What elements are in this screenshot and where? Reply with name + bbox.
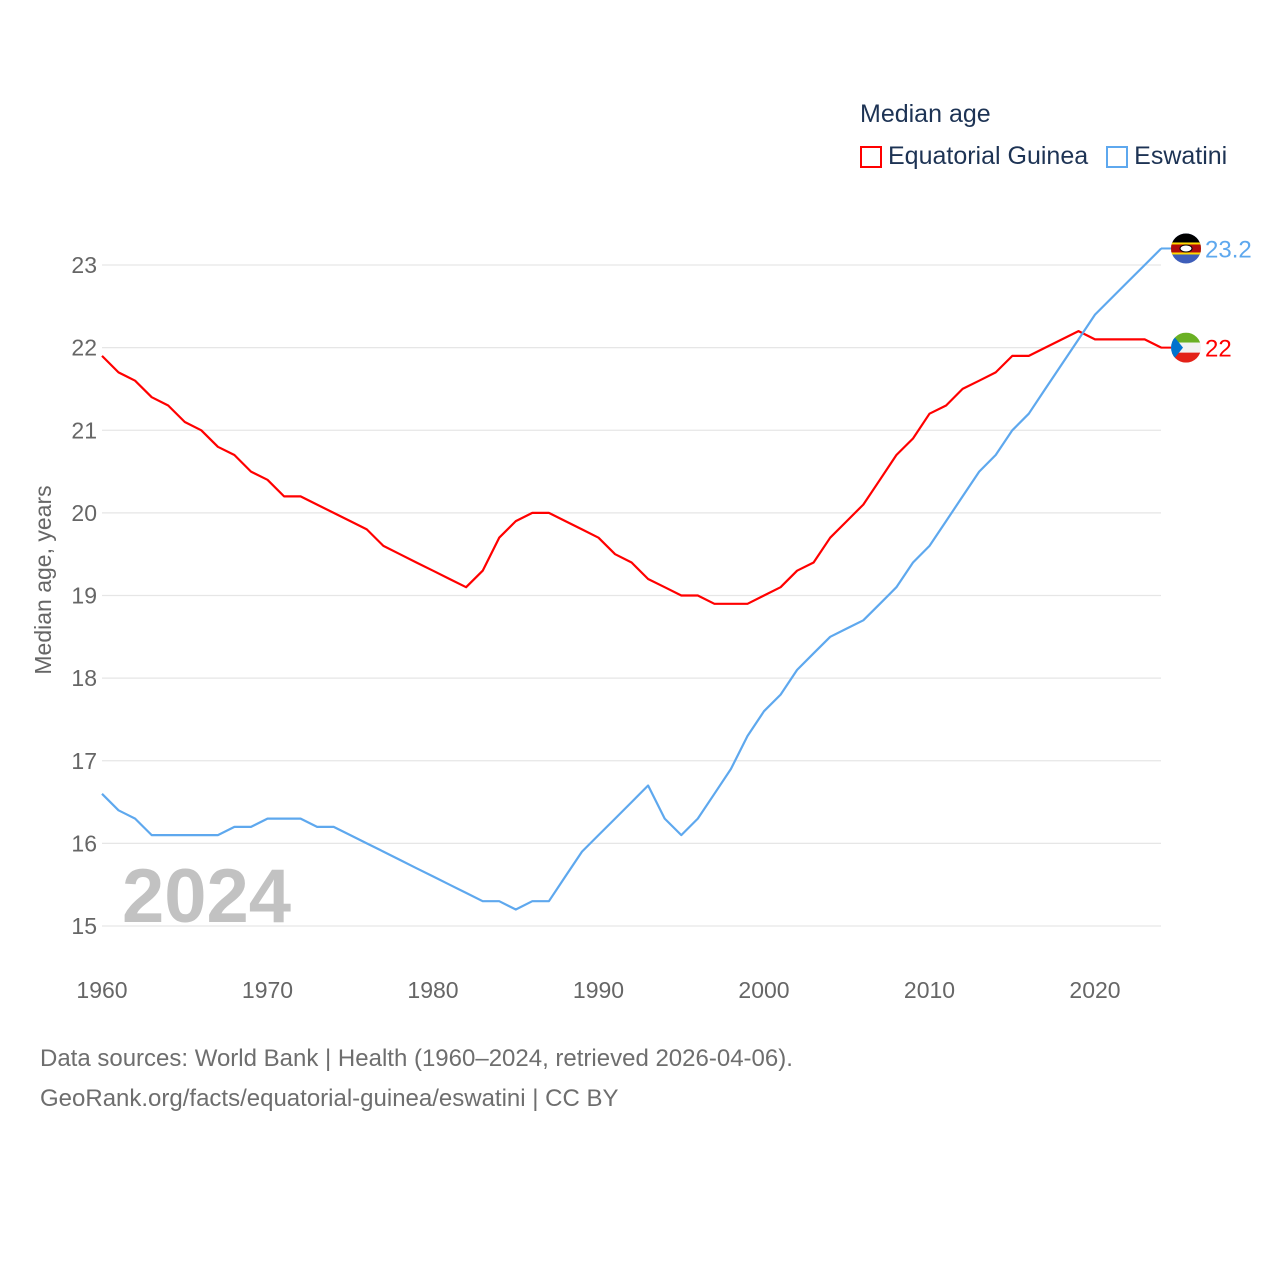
x-tick-label: 1970 [242, 977, 293, 1003]
flag-triangle [1171, 332, 1183, 363]
legend-label: Equatorial Guinea [888, 142, 1089, 170]
end-value-label: 23.2 [1205, 236, 1252, 263]
legend-item-equatorial-guinea[interactable]: Equatorial Guinea [860, 142, 1088, 171]
y-tick-label: 23 [71, 252, 97, 278]
footer-link[interactable]: GeoRank.org/facts/equatorial-guinea/eswa… [40, 1085, 619, 1112]
y-tick-label: 15 [71, 913, 97, 939]
x-tick-label: 2000 [738, 977, 789, 1003]
year-watermark: 2024 [122, 854, 291, 939]
series-line-equatorial-guinea [101, 330, 1162, 605]
flag-shield [1179, 244, 1193, 253]
x-tick-label: 2020 [1069, 977, 1120, 1003]
x-tick-label: 1980 [407, 977, 458, 1003]
flag-band [1171, 233, 1201, 244]
y-tick-label: 17 [71, 748, 97, 774]
x-tick-label: 1990 [573, 977, 624, 1003]
end-value-label: 22 [1205, 336, 1232, 363]
legend-label: Eswatini [1134, 142, 1228, 170]
series-line-eswatini [101, 247, 1162, 911]
y-tick-label: 21 [71, 417, 97, 443]
legend-swatch-icon [860, 145, 882, 168]
flag-body [1171, 332, 1201, 363]
flag-band [1171, 332, 1201, 343]
legend-item-eswatini[interactable]: Eswatini [1106, 142, 1227, 171]
legend: Equatorial Guinea Eswatini [860, 142, 1227, 171]
legend-swatch-icon [1106, 145, 1129, 168]
legend-title: Median age [860, 100, 991, 128]
y-tick-label: 18 [71, 665, 97, 691]
flag-band [1171, 352, 1201, 363]
flag-body [1171, 233, 1201, 264]
flag-band [1171, 342, 1201, 353]
x-tick-label: 2010 [904, 977, 955, 1003]
flag-eswatini-icon [1171, 233, 1201, 264]
y-axis-label: Median age, years [30, 485, 56, 674]
y-tick-label: 20 [71, 500, 97, 526]
y-tick-label: 16 [71, 830, 97, 856]
x-tick-label: 1960 [76, 977, 127, 1003]
flag-equatorial-guinea-icon [1171, 332, 1201, 363]
footer-sources: Data sources: World Bank | Health (1960–… [40, 1045, 793, 1072]
y-tick-label: 19 [71, 583, 97, 609]
y-tick-label: 22 [71, 335, 97, 361]
